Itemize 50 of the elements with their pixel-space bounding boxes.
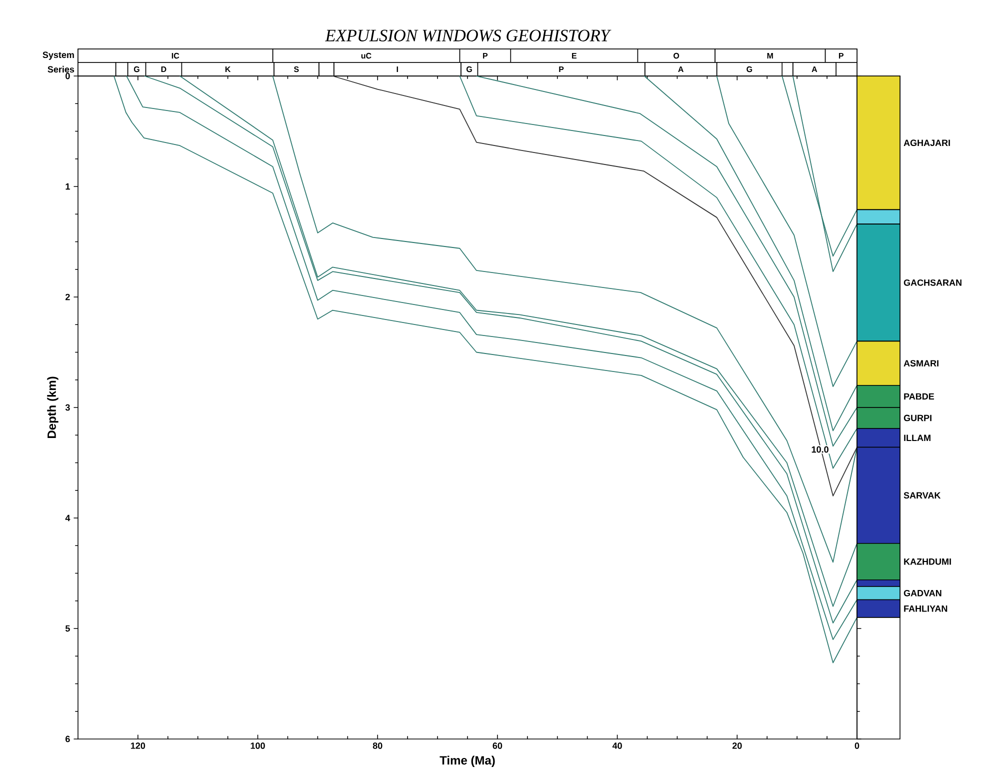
- data-label: IC: [172, 52, 180, 59]
- data-label: P: [559, 66, 564, 72]
- y-tick-label: System: [42, 52, 74, 60]
- data-label: O: [674, 52, 680, 59]
- x-tick-label: 60: [492, 742, 502, 749]
- data-label: P: [483, 52, 488, 58]
- series-label: GACHSARAN: [904, 279, 962, 286]
- y-tick-label: 3: [65, 404, 70, 411]
- y-tick-label: 0: [66, 72, 70, 80]
- series-label: GURPI: [904, 414, 932, 422]
- data-label: E: [572, 52, 577, 58]
- data-label: S: [294, 66, 299, 72]
- data-label: A: [812, 66, 818, 72]
- x-tick-label: 40: [612, 742, 622, 749]
- data-label: G: [746, 66, 752, 72]
- y-tick-label: 4: [65, 514, 70, 522]
- data-label: G: [466, 66, 472, 72]
- y-tick-label: 5: [65, 625, 70, 632]
- series-label: KAZHDUMI: [904, 558, 951, 565]
- data-label: I: [396, 66, 398, 72]
- series-label: GADVAN: [904, 590, 942, 596]
- series-label: AGHAJARI: [904, 140, 950, 146]
- series-label: SARVAK: [904, 492, 941, 499]
- data-label: uC: [361, 52, 372, 59]
- data-label: M: [767, 52, 773, 58]
- data-label: P: [838, 52, 844, 58]
- y-tick-label: 1: [66, 183, 70, 190]
- chart-title: EXPULSION WINDOWS GEOHISTORY: [325, 30, 612, 42]
- x-tick-label: 120: [130, 742, 146, 749]
- data-label: K: [225, 66, 231, 72]
- y-axis-title: Depth (km): [47, 376, 58, 438]
- x-tick-label: 0: [854, 742, 860, 749]
- data-label: G: [134, 66, 140, 72]
- line-series: [644, 76, 858, 432]
- data-label: D: [161, 66, 166, 72]
- x-tick-label: 80: [372, 742, 382, 749]
- annotation: 10.0: [812, 446, 828, 453]
- line-series: [716, 76, 858, 387]
- x-tick-label: 100: [250, 742, 265, 749]
- data-label: A: [678, 66, 684, 72]
- y-tick-label: 2: [66, 294, 70, 300]
- y-tick-label: Series: [48, 66, 74, 73]
- series-label: PABDE: [904, 393, 934, 400]
- series-label: ILLAM: [904, 434, 930, 441]
- line-series: [272, 76, 858, 563]
- series-label: FAHLIYAN: [904, 606, 948, 612]
- series-label: ASMARI: [904, 360, 938, 366]
- x-axis-title: Time (Ma): [440, 756, 495, 767]
- y-tick-label: 6: [66, 736, 70, 742]
- x-tick-label: 20: [732, 742, 742, 749]
